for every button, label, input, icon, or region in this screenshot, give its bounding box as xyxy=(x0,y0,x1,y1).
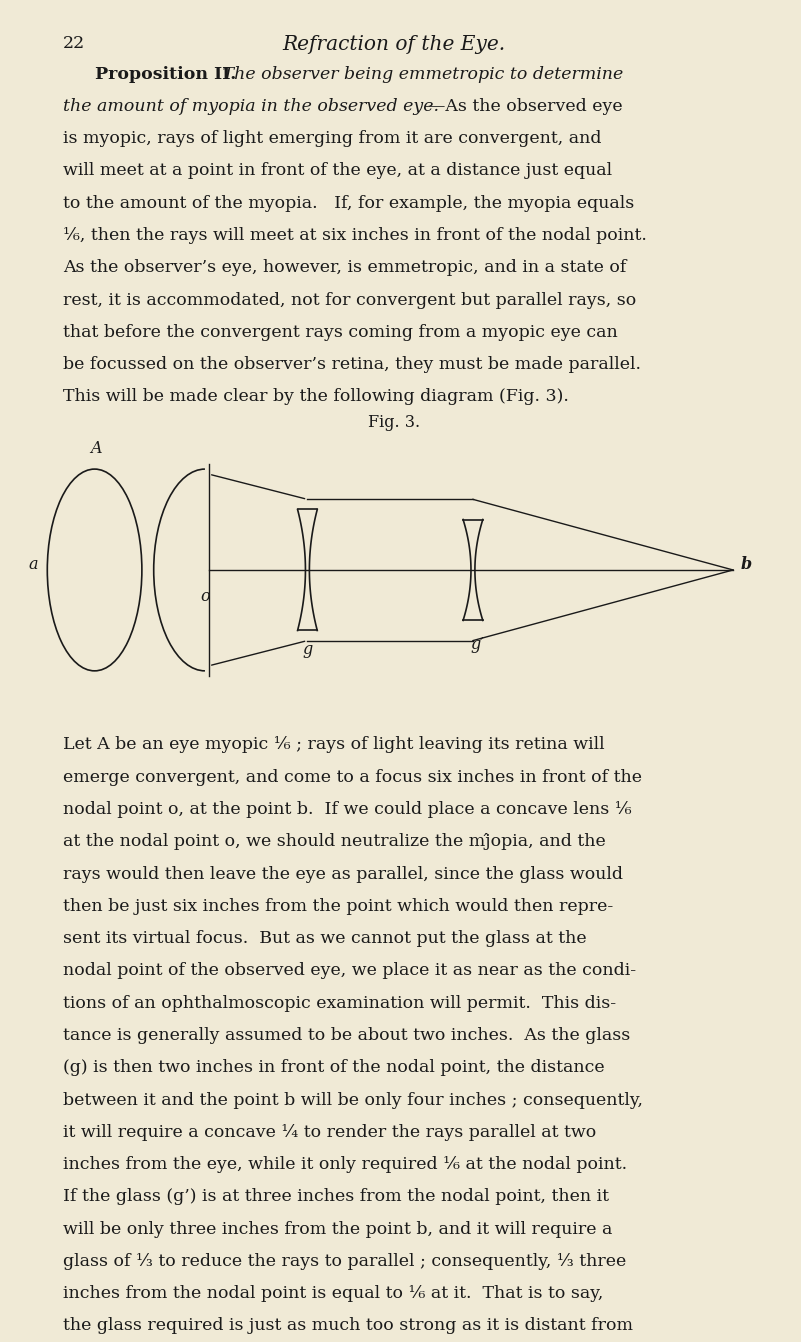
Text: sent its virtual focus.  But as we cannot put the glass at the: sent its virtual focus. But as we cannot… xyxy=(63,930,586,947)
Text: Fig. 3.: Fig. 3. xyxy=(368,413,421,431)
Text: to the amount of the myopia.   If, for example, the myopia equals: to the amount of the myopia. If, for exa… xyxy=(63,195,634,212)
Text: g: g xyxy=(302,640,312,658)
Text: rays would then leave the eye as parallel, since the glass would: rays would then leave the eye as paralle… xyxy=(63,866,623,883)
Text: inches from the nodal point is equal to ¹⁄₆ at it.  That is to say,: inches from the nodal point is equal to … xyxy=(63,1286,603,1302)
Text: As the observer’s eye, however, is emmetropic, and in a state of: As the observer’s eye, however, is emmet… xyxy=(63,259,626,276)
Text: will be only three inches from the point b, and it will require a: will be only three inches from the point… xyxy=(63,1221,613,1237)
Text: inches from the eye, while it only required ¹⁄₆ at the nodal point.: inches from the eye, while it only requi… xyxy=(63,1155,627,1173)
Text: This will be made clear by the following diagram (Fig. 3).: This will be made clear by the following… xyxy=(63,388,569,405)
Text: o: o xyxy=(200,588,210,605)
Text: Refraction of the Eye.: Refraction of the Eye. xyxy=(283,35,505,54)
Text: tance is generally assumed to be about two inches.  As the glass: tance is generally assumed to be about t… xyxy=(63,1027,630,1044)
Text: Let A be an eye myopic ¹⁄₆ ; rays of light leaving its retina will: Let A be an eye myopic ¹⁄₆ ; rays of lig… xyxy=(63,737,605,753)
Text: then be just six inches from the point which would then repre-: then be just six inches from the point w… xyxy=(63,898,614,915)
Text: the glass required is just as much too strong as it is distant from: the glass required is just as much too s… xyxy=(63,1318,633,1334)
Text: will meet at a point in front of the eye, at a distance just equal: will meet at a point in front of the eye… xyxy=(63,162,612,180)
Text: (g) is then two inches in front of the nodal point, the distance: (g) is then two inches in front of the n… xyxy=(63,1059,605,1076)
Text: tions of an ophthalmoscopic examination will permit.  This dis-: tions of an ophthalmoscopic examination … xyxy=(63,994,616,1012)
Text: The observer being emmetropic to determine: The observer being emmetropic to determi… xyxy=(217,66,623,83)
Text: A: A xyxy=(91,440,103,458)
Text: Proposition II.: Proposition II. xyxy=(95,66,235,83)
Text: a: a xyxy=(28,557,38,573)
Text: be focussed on the observer’s retina, they must be made parallel.: be focussed on the observer’s retina, th… xyxy=(63,356,641,373)
Text: g′: g′ xyxy=(470,636,484,652)
Text: the amount of myopia in the observed eye.: the amount of myopia in the observed eye… xyxy=(63,98,439,115)
Text: is myopic, rays of light emerging from it are convergent, and: is myopic, rays of light emerging from i… xyxy=(63,130,602,148)
Text: nodal point of the observed eye, we place it as near as the condi-: nodal point of the observed eye, we plac… xyxy=(63,962,636,980)
Text: emerge convergent, and come to a focus six inches in front of the: emerge convergent, and come to a focus s… xyxy=(63,769,642,785)
Text: b: b xyxy=(741,557,752,573)
Text: 22: 22 xyxy=(63,35,86,52)
Text: at the nodal point o, we should neutralize the mĵopia, and the: at the nodal point o, we should neutrali… xyxy=(63,833,606,851)
Text: it will require a concave ¹⁄₄ to render the rays parallel at two: it will require a concave ¹⁄₄ to render … xyxy=(63,1123,596,1141)
Text: glass of ¹⁄₃ to reduce the rays to parallel ; consequently, ¹⁄₃ three: glass of ¹⁄₃ to reduce the rays to paral… xyxy=(63,1253,626,1270)
Text: that before the convergent rays coming from a myopic eye can: that before the convergent rays coming f… xyxy=(63,323,618,341)
Text: nodal point o, at the point b.  If we could place a concave lens ¹⁄₆: nodal point o, at the point b. If we cou… xyxy=(63,801,632,819)
Text: If the glass (g’) is at three inches from the nodal point, then it: If the glass (g’) is at three inches fro… xyxy=(63,1189,609,1205)
Text: —As the observed eye: —As the observed eye xyxy=(428,98,622,115)
Text: between it and the point b will be only four inches ; consequently,: between it and the point b will be only … xyxy=(63,1091,643,1108)
Text: ¹⁄₆, then the rays will meet at six inches in front of the nodal point.: ¹⁄₆, then the rays will meet at six inch… xyxy=(63,227,647,244)
Text: rest, it is accommodated, not for convergent but parallel rays, so: rest, it is accommodated, not for conver… xyxy=(63,291,636,309)
